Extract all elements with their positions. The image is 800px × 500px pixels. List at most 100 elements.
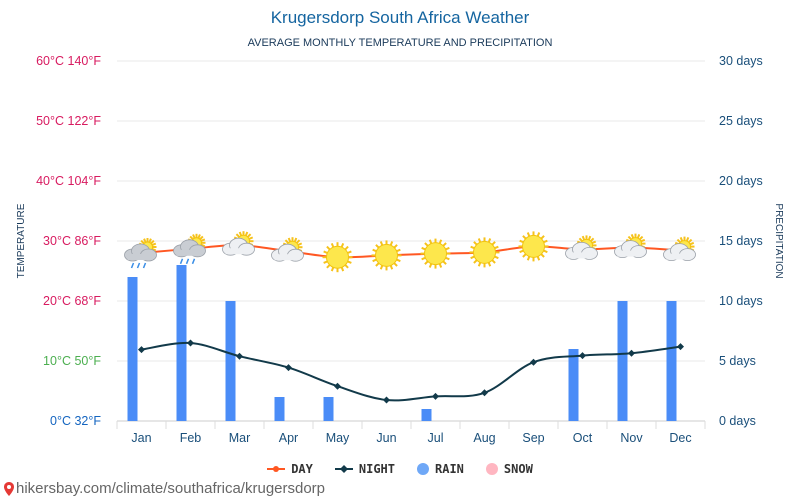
sun-disc (473, 240, 496, 264)
sun-ray (347, 260, 352, 264)
night-point (432, 392, 439, 400)
sunny-icon (420, 238, 451, 269)
sun-ray (428, 263, 433, 268)
night-temperature-line (141, 341, 681, 402)
sun-ray (494, 255, 499, 260)
legend-day[interactable]: DAY (267, 462, 313, 476)
y-tick-label-right: 15 days (719, 234, 763, 248)
sun-ray (473, 259, 478, 264)
sun-disc (326, 245, 349, 269)
x-tick-label: Oct (573, 431, 593, 445)
sun-ray (151, 242, 157, 247)
sun-ray (526, 232, 531, 237)
sun-ray (445, 256, 450, 261)
partly-sunny-icon (614, 233, 647, 259)
sun-ray (494, 245, 499, 250)
sun-ray (540, 253, 545, 258)
sun-ray (421, 256, 426, 261)
sun-ray (689, 241, 695, 246)
legend-night-label: NIGHT (358, 462, 395, 476)
sun-ray (543, 249, 548, 254)
rain-bar (274, 397, 285, 421)
sunny-icon (518, 231, 549, 262)
sun-ray (393, 262, 398, 267)
sun-ray (344, 245, 349, 251)
y-tick-label-right: 0 days (719, 414, 756, 428)
sun-ray (685, 236, 690, 242)
sun-ray (578, 237, 583, 242)
night-point (138, 346, 145, 354)
sun-ray (491, 259, 496, 264)
rain-bar (568, 349, 579, 421)
y-tick-label-right: 20 days (719, 174, 763, 188)
sun-ray (340, 266, 345, 272)
sun-ray (189, 235, 194, 240)
sun-ray (199, 235, 204, 240)
night-point (628, 349, 635, 357)
partly-sunny-icon (271, 237, 304, 262)
x-tick-label: Sep (522, 431, 544, 445)
x-tick-label: Jul (428, 431, 444, 445)
sun-ray (389, 241, 394, 246)
rain-drop (130, 262, 135, 269)
sun-ray (323, 250, 328, 254)
sun-ray (536, 232, 541, 237)
rain-bar (127, 277, 138, 421)
sun-ray (393, 244, 398, 249)
y-axis-label-right: PRECIPITATION (773, 203, 784, 278)
sun-ray (581, 235, 586, 241)
legend-night[interactable]: NIGHT (334, 462, 395, 476)
sun-ray (438, 263, 443, 268)
sun-ray (421, 246, 426, 251)
y-tick-label-left: 50°C 122°F (36, 114, 101, 128)
legend-rain-label: RAIN (435, 462, 464, 476)
sun-ray (347, 250, 352, 254)
sun-ray (536, 256, 541, 261)
x-tick-label: Aug (473, 431, 495, 445)
sun-ray (519, 239, 524, 244)
y-tick-label-right: 10 days (719, 294, 763, 308)
sunny-icon (469, 237, 500, 268)
sun-ray (150, 239, 155, 245)
sun-ray (293, 237, 298, 243)
night-point (530, 358, 537, 366)
x-tick-label: Mar (229, 431, 251, 445)
legend-day-line-icon (267, 466, 286, 472)
sun-ray (424, 260, 429, 265)
sun-ray (428, 239, 433, 244)
sun-ray (688, 238, 693, 244)
x-tick-label: May (326, 431, 350, 445)
sun-ray (519, 249, 524, 254)
legend-rain[interactable]: RAIN (417, 462, 464, 476)
y-tick-label-right: 30 days (719, 54, 763, 68)
sun-ray (379, 241, 384, 246)
sun-ray (143, 238, 147, 243)
sun-ray (192, 234, 196, 239)
x-tick-label: Jan (131, 431, 151, 445)
sun-ray (679, 236, 684, 242)
sun-ray (438, 239, 443, 244)
legend-snow[interactable]: SNOW (485, 462, 533, 476)
chart-legend: DAY NIGHT RAIN SNOW (0, 462, 800, 476)
sun-ray (330, 242, 335, 248)
sun-ray (200, 243, 206, 248)
y-tick-label-left: 30°C 86°F (43, 234, 101, 248)
cloud-part (568, 252, 594, 259)
footer-link[interactable]: hikersbay.com/climate/southafrica/kruger… (4, 480, 325, 497)
sun-ray (526, 256, 531, 261)
y-tick-label-left: 40°C 104°F (36, 174, 101, 188)
partly-sunny-icon (565, 235, 598, 260)
sun-ray (326, 264, 331, 269)
legend-snow-dot-icon (485, 463, 498, 475)
x-tick-label: Feb (180, 431, 202, 445)
sunny-icon (322, 242, 353, 273)
rain-drop (185, 258, 190, 265)
footer-url: hikersbay.com/climate/southafrica/kruger… (16, 480, 326, 497)
sun-ray (522, 253, 527, 258)
legend-night-line-icon (334, 465, 353, 473)
cloud-part (225, 248, 251, 255)
night-point (481, 389, 488, 397)
sun-ray (591, 240, 597, 245)
partly-sunny-icon (222, 231, 255, 256)
sun-ray (235, 233, 240, 238)
